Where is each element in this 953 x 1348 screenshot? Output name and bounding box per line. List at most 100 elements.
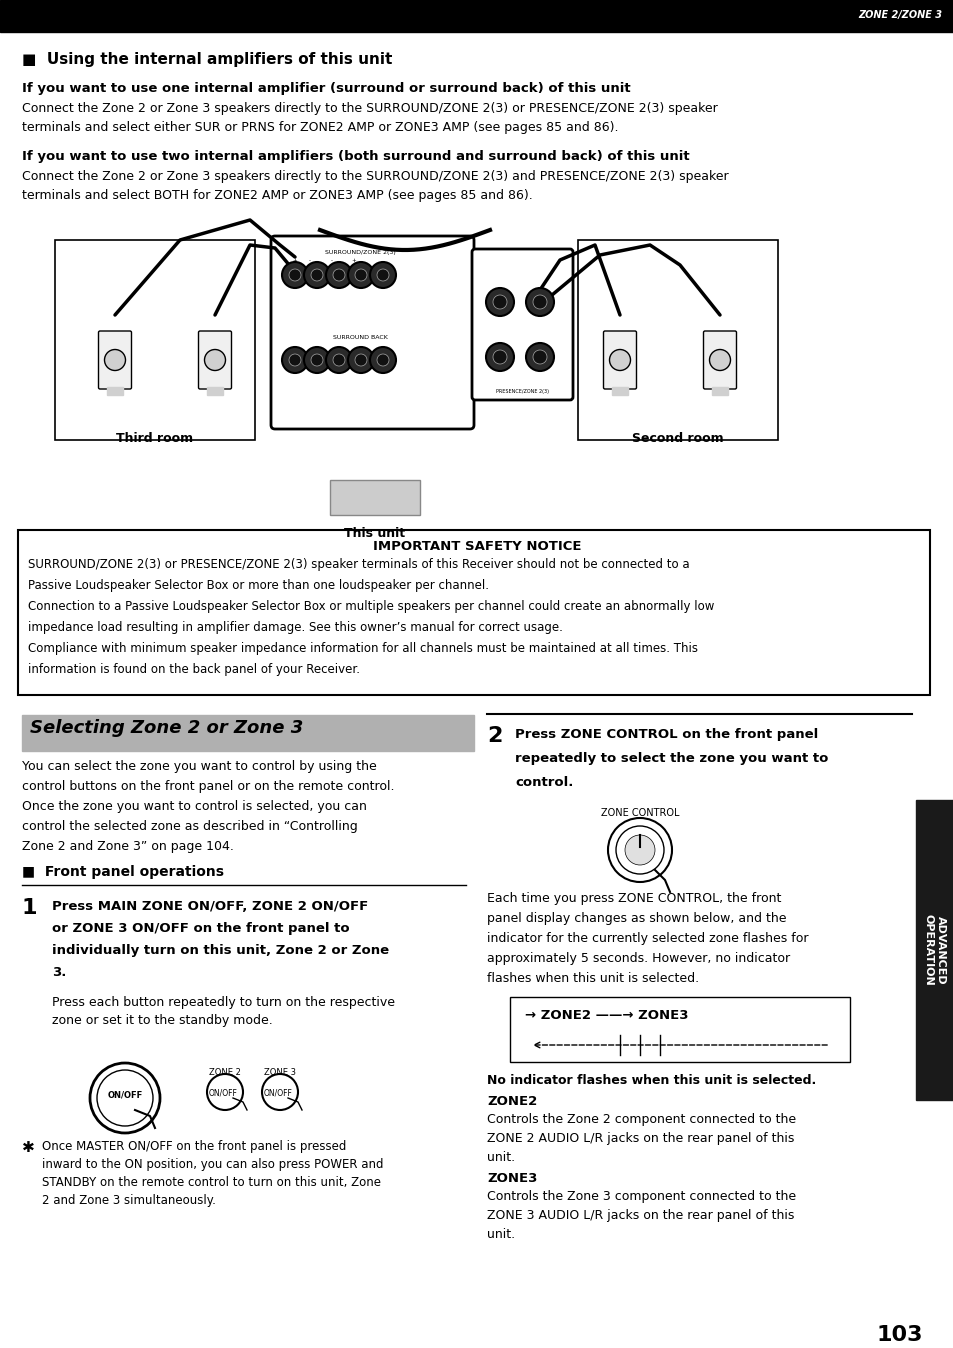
Text: Once MASTER ON/OFF on the front panel is pressed: Once MASTER ON/OFF on the front panel is… xyxy=(42,1140,346,1153)
Text: ZONE 2 AUDIO L/R jacks on the rear panel of this: ZONE 2 AUDIO L/R jacks on the rear panel… xyxy=(486,1132,794,1144)
Circle shape xyxy=(533,350,546,364)
FancyBboxPatch shape xyxy=(198,332,232,390)
Text: ADVANCED
OPERATION: ADVANCED OPERATION xyxy=(923,914,945,985)
Circle shape xyxy=(485,342,514,371)
Circle shape xyxy=(525,342,554,371)
Text: This unit: This unit xyxy=(344,527,405,541)
Circle shape xyxy=(207,1074,243,1109)
Text: ■  Using the internal amplifiers of this unit: ■ Using the internal amplifiers of this … xyxy=(22,53,392,67)
Text: or ZONE 3 ON/OFF on the front panel to: or ZONE 3 ON/OFF on the front panel to xyxy=(52,922,349,936)
Circle shape xyxy=(304,346,330,373)
Text: -: - xyxy=(309,257,311,263)
Text: indicator for the currently selected zone flashes for: indicator for the currently selected zon… xyxy=(486,931,807,945)
Text: +: + xyxy=(293,257,297,263)
Circle shape xyxy=(289,270,301,280)
Text: STANDBY on the remote control to turn on this unit, Zone: STANDBY on the remote control to turn on… xyxy=(42,1175,380,1189)
Text: Controls the Zone 3 component connected to the: Controls the Zone 3 component connected … xyxy=(486,1190,796,1202)
Text: Selecting Zone 2 or Zone 3: Selecting Zone 2 or Zone 3 xyxy=(30,718,303,737)
Circle shape xyxy=(304,262,330,288)
Bar xyxy=(207,387,223,395)
Text: SURROUND/ZONE 2(3) or PRESENCE/ZONE 2(3) speaker terminals of this Receiver shou: SURROUND/ZONE 2(3) or PRESENCE/ZONE 2(3)… xyxy=(28,558,689,572)
Text: control.: control. xyxy=(515,776,573,789)
Circle shape xyxy=(485,288,514,315)
Text: If you want to use one internal amplifier (surround or surround back) of this un: If you want to use one internal amplifie… xyxy=(22,82,630,94)
Text: If you want to use two internal amplifiers (both surround and surround back) of : If you want to use two internal amplifie… xyxy=(22,150,689,163)
Text: 2 and Zone 3 simultaneously.: 2 and Zone 3 simultaneously. xyxy=(42,1194,215,1206)
Circle shape xyxy=(616,826,663,874)
Circle shape xyxy=(370,262,395,288)
FancyBboxPatch shape xyxy=(702,332,736,390)
Text: Third room: Third room xyxy=(116,431,193,445)
Text: ZONE 2/ZONE 3: ZONE 2/ZONE 3 xyxy=(857,9,941,20)
Text: 2: 2 xyxy=(486,727,502,745)
FancyBboxPatch shape xyxy=(271,236,474,429)
Bar xyxy=(0,0,953,32)
Text: Second room: Second room xyxy=(632,431,723,445)
FancyBboxPatch shape xyxy=(603,332,636,390)
Text: ✱: ✱ xyxy=(22,1140,34,1155)
Circle shape xyxy=(282,346,308,373)
Circle shape xyxy=(348,262,374,288)
Circle shape xyxy=(348,346,374,373)
Circle shape xyxy=(262,1074,297,1109)
Text: ■  Front panel operations: ■ Front panel operations xyxy=(22,865,224,879)
Bar xyxy=(510,998,849,1062)
Bar xyxy=(330,480,419,515)
Circle shape xyxy=(333,355,345,367)
Text: +: + xyxy=(352,257,356,263)
Text: Connection to a Passive Loudspeaker Selector Box or multiple speakers per channe: Connection to a Passive Loudspeaker Sele… xyxy=(28,600,714,613)
Text: Passive Loudspeaker Selector Box or more than one loudspeaker per channel.: Passive Loudspeaker Selector Box or more… xyxy=(28,580,489,592)
Bar xyxy=(107,387,123,395)
Text: Compliance with minimum speaker impedance information for all channels must be m: Compliance with minimum speaker impedanc… xyxy=(28,642,698,655)
Text: IMPORTANT SAFETY NOTICE: IMPORTANT SAFETY NOTICE xyxy=(373,541,580,553)
Text: zone or set it to the standby mode.: zone or set it to the standby mode. xyxy=(52,1014,273,1027)
Text: 3.: 3. xyxy=(52,967,67,979)
Circle shape xyxy=(97,1070,152,1126)
Text: Press each button repeatedly to turn on the respective: Press each button repeatedly to turn on … xyxy=(52,996,395,1010)
Text: information is found on the back panel of your Receiver.: information is found on the back panel o… xyxy=(28,663,359,675)
Text: ON/OFF: ON/OFF xyxy=(108,1091,143,1099)
Text: ZONE 2: ZONE 2 xyxy=(209,1068,241,1077)
Text: inward to the ON position, you can also press POWER and: inward to the ON position, you can also … xyxy=(42,1158,383,1171)
Text: -: - xyxy=(331,257,333,263)
Text: impedance load resulting in amplifier damage. See this owner’s manual for correc: impedance load resulting in amplifier da… xyxy=(28,621,562,634)
Text: ZONE 3 AUDIO L/R jacks on the rear panel of this: ZONE 3 AUDIO L/R jacks on the rear panel… xyxy=(486,1209,794,1223)
Circle shape xyxy=(90,1064,160,1134)
FancyBboxPatch shape xyxy=(472,249,573,400)
Text: approximately 5 seconds. However, no indicator: approximately 5 seconds. However, no ind… xyxy=(486,952,789,965)
Circle shape xyxy=(370,346,395,373)
Circle shape xyxy=(624,834,655,865)
Text: unit.: unit. xyxy=(486,1228,515,1242)
Circle shape xyxy=(709,349,730,371)
Text: Press ZONE CONTROL on the front panel: Press ZONE CONTROL on the front panel xyxy=(515,728,818,741)
Text: flashes when this unit is selected.: flashes when this unit is selected. xyxy=(486,972,699,985)
Text: ZONE3: ZONE3 xyxy=(486,1171,537,1185)
Bar xyxy=(711,387,727,395)
Bar xyxy=(55,240,254,439)
Circle shape xyxy=(311,270,323,280)
Circle shape xyxy=(311,355,323,367)
Text: repeatedly to select the zone you want to: repeatedly to select the zone you want t… xyxy=(515,752,827,766)
Bar xyxy=(612,387,627,395)
Circle shape xyxy=(105,349,126,371)
Circle shape xyxy=(609,349,630,371)
Circle shape xyxy=(376,270,389,280)
Circle shape xyxy=(289,355,301,367)
Text: PRESENCE/ZONE 2(3): PRESENCE/ZONE 2(3) xyxy=(496,390,548,394)
Circle shape xyxy=(493,295,506,309)
Text: Connect the Zone 2 or Zone 3 speakers directly to the SURROUND/ZONE 2(3) and PRE: Connect the Zone 2 or Zone 3 speakers di… xyxy=(22,170,728,202)
Text: ZONE CONTROL: ZONE CONTROL xyxy=(600,807,679,818)
Text: Zone 2 and Zone 3” on page 104.: Zone 2 and Zone 3” on page 104. xyxy=(22,840,233,853)
Circle shape xyxy=(525,288,554,315)
Text: individually turn on this unit, Zone 2 or Zone: individually turn on this unit, Zone 2 o… xyxy=(52,944,389,957)
Circle shape xyxy=(355,355,367,367)
Circle shape xyxy=(326,262,352,288)
Circle shape xyxy=(493,350,506,364)
Bar xyxy=(578,240,778,439)
Circle shape xyxy=(376,355,389,367)
Circle shape xyxy=(204,349,225,371)
Bar xyxy=(915,799,953,1100)
Text: 1: 1 xyxy=(22,898,37,918)
Text: panel display changes as shown below, and the: panel display changes as shown below, an… xyxy=(486,913,785,925)
Text: ON/OFF: ON/OFF xyxy=(209,1088,237,1097)
